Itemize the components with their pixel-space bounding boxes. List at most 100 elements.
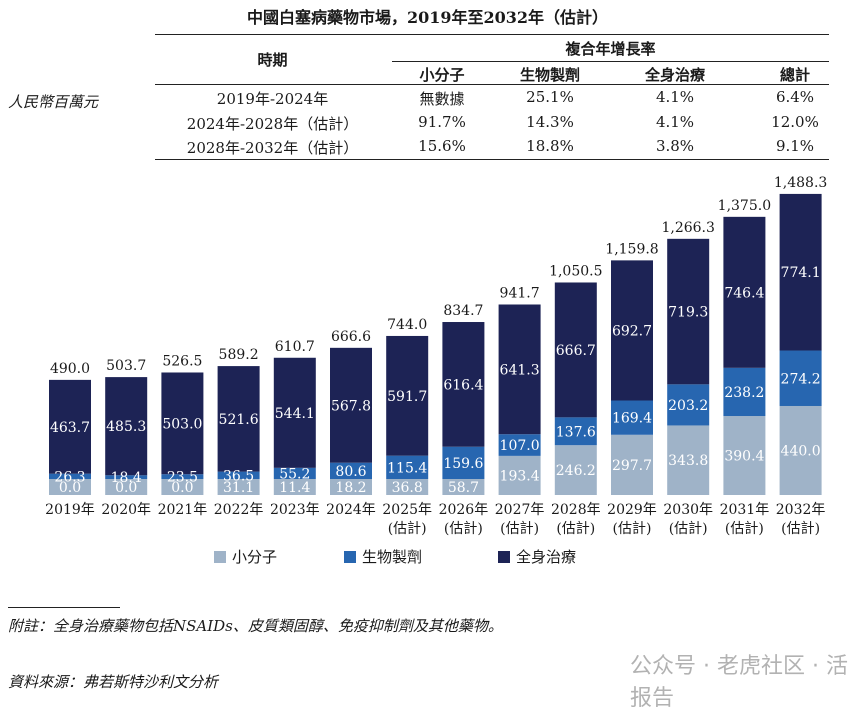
row-value: 9.1% <box>775 137 815 155</box>
watermark: 公众号 · 老虎社区 · 活报告 <box>630 654 848 711</box>
legend-item-systemic: 全身治療 <box>498 546 576 567</box>
data-label-systemic: 567.8 <box>331 398 371 414</box>
legend-label: 全身治療 <box>516 548 577 566</box>
x-tick-label: 2024年 <box>326 502 376 518</box>
bar-segment-small-molecule <box>105 479 148 495</box>
row-period: 2019年-2024年 <box>216 90 329 108</box>
data-label-biologics: 55.2 <box>279 466 310 482</box>
bar-segment-small-molecule <box>217 479 260 495</box>
data-label-small-molecule: 246.2 <box>556 463 596 479</box>
data-label-total: 1,375.0 <box>718 198 771 214</box>
data-label-total: 744.0 <box>387 317 427 333</box>
data-label-small-molecule: 440.0 <box>781 443 821 459</box>
bar-segment-small-molecule <box>554 445 597 495</box>
legend-swatch <box>344 550 356 563</box>
data-label-total: 1,159.8 <box>605 241 658 257</box>
x-tick-label: 2027年 <box>495 502 545 518</box>
data-label-small-molecule: 0.0 <box>115 480 137 496</box>
data-label-small-molecule: 18.2 <box>335 480 366 496</box>
x-tick-label: 2019年 <box>45 502 95 518</box>
row-value: 4.1% <box>655 88 695 106</box>
row-period: 2028年-2032年（估計） <box>186 139 359 157</box>
chart-title: 中國白塞病藥物市場，2019年至2032年（估計） <box>246 8 609 27</box>
row-value: 14.3% <box>526 113 574 131</box>
bar-segment-systemic <box>217 366 260 472</box>
col-header-systemic: 全身治療 <box>644 66 705 84</box>
data-label-biologics: 274.2 <box>781 371 821 387</box>
data-label-total: 526.5 <box>162 353 202 369</box>
period-header: 時期 <box>257 51 288 69</box>
data-label-systemic: 544.1 <box>275 406 315 422</box>
bar-segment-small-molecule <box>386 479 429 495</box>
x-tick-label: (估計) <box>444 521 483 537</box>
data-label-small-molecule: 390.4 <box>724 449 764 465</box>
data-label-biologics: 238.2 <box>724 385 764 401</box>
bar-segment-biologics <box>161 474 204 479</box>
data-label-small-molecule: 36.8 <box>392 480 423 496</box>
row-value: 12.0% <box>771 113 819 131</box>
bar-segment-biologics <box>217 471 260 479</box>
table-header-rule <box>155 84 829 85</box>
col-header-total: 總計 <box>779 66 810 84</box>
data-label-total: 589.2 <box>219 347 259 363</box>
bar-segment-systemic <box>330 347 372 463</box>
data-label-systemic: 746.4 <box>724 285 764 301</box>
row-value: 91.7% <box>418 113 466 131</box>
data-label-total: 503.7 <box>106 358 146 374</box>
data-label-small-molecule: 0.0 <box>59 480 81 496</box>
x-tick-label: (估計) <box>388 521 427 537</box>
legend-item-small-molecule: 小分子 <box>214 546 277 567</box>
legend-label: 小分子 <box>232 548 278 566</box>
data-label-small-molecule: 58.7 <box>448 480 479 496</box>
bar-segment-small-molecule <box>330 479 372 495</box>
x-tick-label: (估計) <box>725 521 764 537</box>
row-value: 18.8% <box>526 137 574 155</box>
x-tick-label: 2022年 <box>214 502 264 518</box>
bar-segment-biologics <box>49 473 91 479</box>
data-label-systemic: 503.0 <box>162 416 202 432</box>
data-label-biologics: 36.5 <box>223 468 254 484</box>
bar-segment-small-molecule <box>498 455 541 495</box>
x-tick-label: 2029年 <box>607 502 657 518</box>
bar-segment-biologics <box>330 462 372 479</box>
x-tick-label: 2030年 <box>663 502 713 518</box>
bar-segment-biologics <box>723 367 766 417</box>
table-bottom-rule <box>155 159 829 160</box>
data-label-biologics: 107.0 <box>500 438 540 454</box>
data-label-biologics: 203.2 <box>668 398 708 414</box>
data-label-systemic: 463.7 <box>50 420 90 436</box>
x-tick-label: 2031年 <box>720 502 770 518</box>
row-value: 25.1% <box>526 88 574 106</box>
x-tick-label: (估計) <box>500 521 539 537</box>
bar-segment-systemic <box>667 238 710 385</box>
bar-segment-small-molecule <box>273 479 316 495</box>
bar-segment-systemic <box>442 322 485 447</box>
x-tick-label: 2025年 <box>382 502 432 518</box>
cagr-header: 複合年增長率 <box>565 40 656 58</box>
data-label-total: 1,266.3 <box>661 220 714 236</box>
legend-item-biologics: 生物製劑 <box>344 546 422 567</box>
x-tick-label: 2020年 <box>101 502 151 518</box>
data-label-systemic: 692.7 <box>612 323 652 339</box>
source-note: 資料來源：弗若斯特沙利文分析 <box>8 673 219 691</box>
data-label-small-molecule: 193.4 <box>500 468 540 484</box>
data-label-biologics: 115.4 <box>387 460 427 476</box>
legend-label: 生物製劑 <box>362 548 423 566</box>
table-mid-rule <box>392 61 829 62</box>
data-label-total: 610.7 <box>275 339 315 355</box>
bar-segment-biologics <box>105 475 148 479</box>
bar-segment-small-molecule <box>667 425 710 495</box>
col-header-small-molecule: 小分子 <box>419 66 465 84</box>
row-value: 無數據 <box>419 90 465 108</box>
data-label-systemic: 616.4 <box>443 377 483 393</box>
data-label-small-molecule: 343.8 <box>668 453 708 469</box>
data-label-total: 666.6 <box>331 329 371 345</box>
data-label-small-molecule: 31.1 <box>223 480 254 496</box>
bar-segment-biologics <box>667 384 710 426</box>
footnote: 附註：全身治療藥物包括NSAIDs、皮質類固醇、免疫抑制劑及其他藥物。 <box>8 617 503 635</box>
bar-segment-biologics <box>386 455 429 479</box>
bar-segment-small-molecule <box>49 479 91 495</box>
unit-label: 人民幣百萬元 <box>8 93 99 111</box>
x-tick-label: 2023年 <box>270 502 320 518</box>
